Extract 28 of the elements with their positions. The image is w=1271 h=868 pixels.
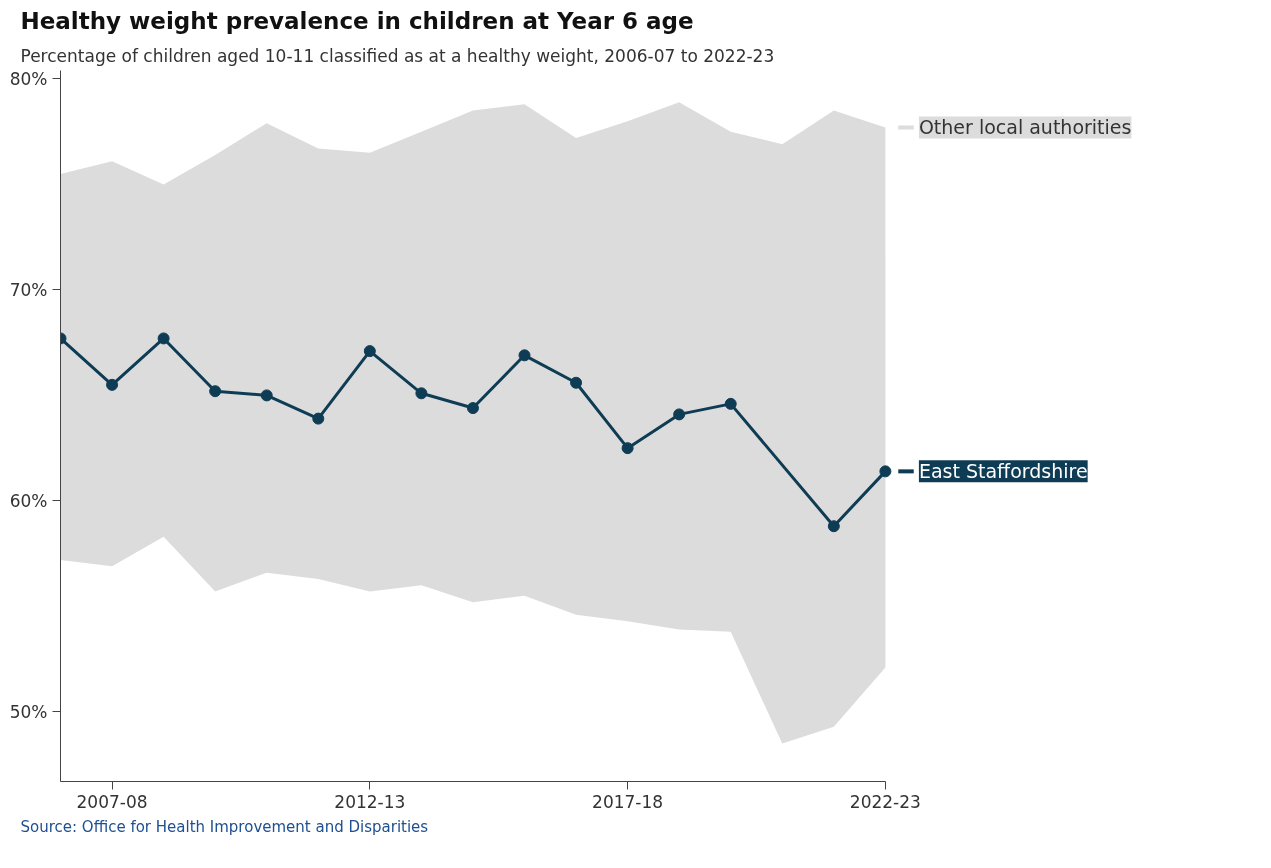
point xyxy=(673,408,686,421)
legend-label: East Staffordshire xyxy=(918,460,1088,483)
source-note: Source: Office for Health Improvement and Disparities xyxy=(20,817,429,836)
x-tick-label: 2012-13 xyxy=(334,791,406,812)
y-tick-label: 80% xyxy=(9,68,48,89)
point xyxy=(518,349,531,362)
chart-title: Healthy weight prevalence in children at Year 6 age xyxy=(20,7,694,34)
point xyxy=(312,412,325,425)
chart-subtitle: Percentage of children aged 10-11 classified as at a healthy weight, 2006-07 to 2022-23 xyxy=(20,45,775,66)
point xyxy=(570,376,583,389)
point xyxy=(621,442,634,455)
point xyxy=(415,387,428,400)
point xyxy=(106,378,119,391)
x-tick-label: 2022-23 xyxy=(849,791,921,812)
y-tick-label: 50% xyxy=(9,701,48,722)
y-tick-label: 70% xyxy=(9,279,48,300)
point xyxy=(157,332,170,345)
point xyxy=(879,465,892,478)
point xyxy=(466,402,479,415)
x-tick-label: 2017-18 xyxy=(592,791,664,812)
point xyxy=(724,397,737,410)
x-tick-label: 2007-08 xyxy=(76,791,148,812)
y-tick-label: 60% xyxy=(9,490,48,511)
point xyxy=(260,389,273,402)
point xyxy=(209,385,222,398)
point xyxy=(363,345,376,358)
point xyxy=(827,520,840,533)
legend-label: Other local authorities xyxy=(918,116,1132,139)
